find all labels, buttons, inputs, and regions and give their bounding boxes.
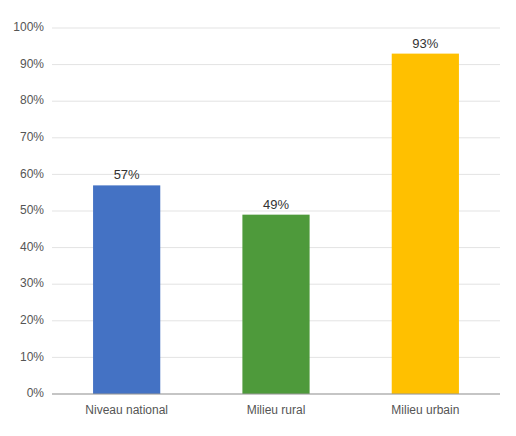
data-label: 93% [412,36,438,51]
y-tick-label: 60% [20,167,44,181]
chart: 0% 10% 20% 30% 40% 50% 60% 70% 80% 90% 100% 57% 49% 9… [0,0,516,436]
grid [52,28,500,394]
labels: 57% 49% 93% [114,36,439,212]
y-tick-label: 20% [20,313,44,327]
y-tick-label: 90% [20,57,44,71]
bar [93,185,160,394]
y-tick-label: 40% [20,240,44,254]
x-axis: Niveau national Milieu rural Milieu urbain [52,394,500,417]
grid-line [52,394,500,395]
data-label: 49% [263,197,289,212]
chart-container: 0% 10% 20% 30% 40% 50% 60% 70% 80% 90% 100% 57% 49% 9… [0,0,516,436]
bar [392,54,459,394]
y-tick-label: 70% [20,130,44,144]
bars [93,54,459,394]
y-tick-label: 50% [20,203,44,217]
y-tick-label: 10% [20,350,44,364]
x-tick-label: Niveau national [85,403,168,417]
y-axis: 0% 10% 20% 30% 40% 50% 60% 70% 80% 90% 100% [13,20,44,400]
x-tick-label: Milieu urbain [391,403,459,417]
data-label: 57% [114,167,140,182]
x-tick-label: Milieu rural [247,403,306,417]
x-axis-line [52,394,500,395]
y-tick-label: 80% [20,93,44,107]
y-tick-label: 0% [27,386,45,400]
bar [242,215,309,394]
grid-line [52,28,500,29]
y-tick-label: 100% [13,20,44,34]
y-tick-label: 30% [20,276,44,290]
